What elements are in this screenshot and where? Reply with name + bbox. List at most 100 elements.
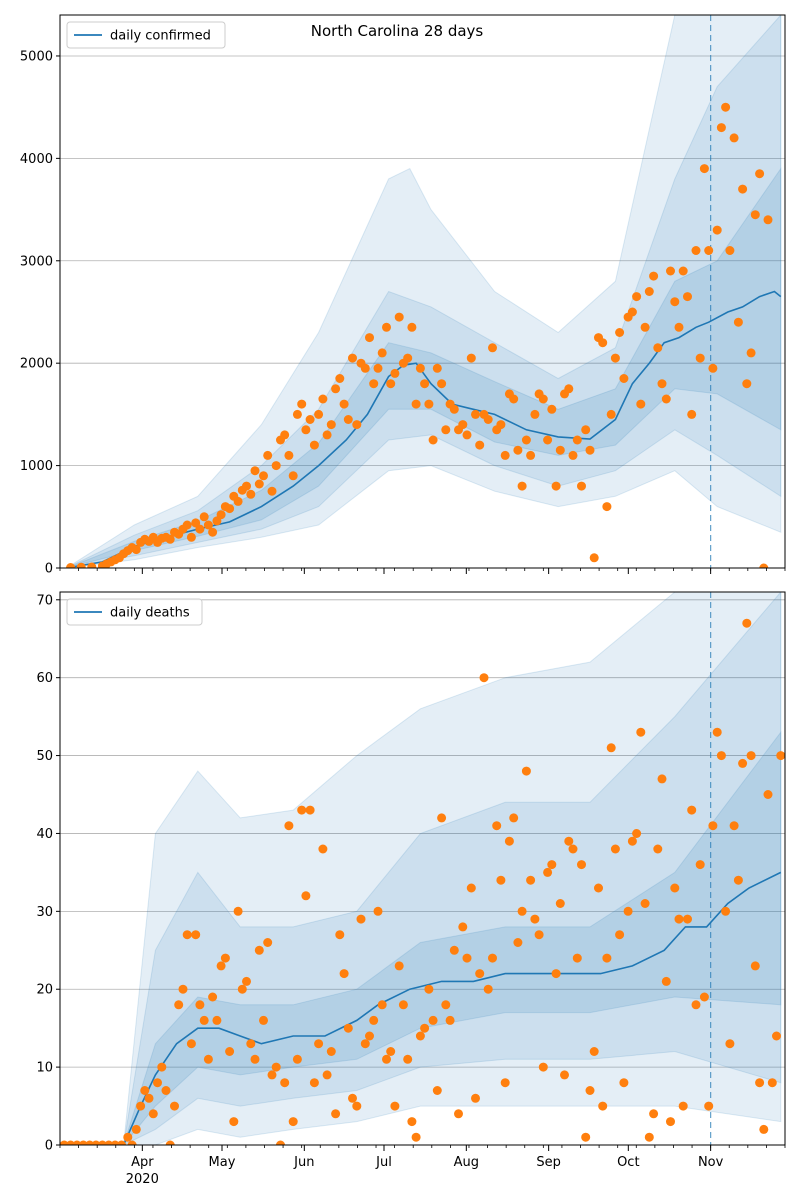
observed-point xyxy=(551,481,561,491)
observed-point xyxy=(305,415,315,424)
observed-point xyxy=(763,790,773,799)
observed-point xyxy=(428,1015,438,1025)
observed-point xyxy=(271,461,281,471)
observed-point xyxy=(636,399,646,409)
observed-point xyxy=(555,445,565,455)
y-tick-label: 60 xyxy=(36,671,53,686)
observed-point xyxy=(492,821,502,831)
observed-point xyxy=(284,450,294,460)
observed-point xyxy=(640,899,650,908)
observed-point xyxy=(66,563,76,568)
observed-point xyxy=(598,1101,608,1111)
observed-point xyxy=(649,1109,659,1119)
observed-point xyxy=(695,860,705,870)
observed-point xyxy=(462,430,472,440)
observed-point xyxy=(657,379,667,389)
observed-point xyxy=(292,409,302,419)
observed-point xyxy=(738,758,748,768)
observed-point xyxy=(229,1117,239,1127)
x-tick-label: Jun xyxy=(293,1155,314,1170)
observed-point xyxy=(297,399,307,409)
observed-point xyxy=(420,1023,430,1033)
observed-point xyxy=(191,930,201,940)
observed-point xyxy=(458,922,468,932)
observed-point xyxy=(403,353,413,363)
observed-point xyxy=(174,1000,184,1010)
band-80pct xyxy=(60,592,782,1145)
observed-point xyxy=(488,953,497,963)
observed-point xyxy=(352,420,362,430)
observed-point xyxy=(615,930,625,940)
observed-point xyxy=(581,1132,591,1142)
observed-point xyxy=(356,914,366,924)
observed-point xyxy=(331,384,341,394)
observed-point xyxy=(742,379,752,389)
y-tick-label: 0 xyxy=(45,562,53,577)
observed-point xyxy=(530,914,540,924)
observed-point xyxy=(687,805,697,815)
observed-point xyxy=(199,512,209,522)
x-tick-label: Sep xyxy=(536,1155,561,1170)
observed-point xyxy=(683,914,692,924)
observed-point xyxy=(725,246,735,255)
observed-point xyxy=(271,1062,281,1072)
observed-point xyxy=(250,1054,260,1064)
observed-point xyxy=(390,368,400,378)
observed-point xyxy=(598,338,608,348)
observed-point xyxy=(343,415,353,424)
observed-point xyxy=(687,409,697,419)
observed-point xyxy=(233,906,243,916)
observed-point xyxy=(623,906,633,916)
observed-point xyxy=(538,1062,548,1072)
observed-point xyxy=(322,430,332,440)
legend-label: daily confirmed xyxy=(110,29,211,44)
confirmed-chart-panel: 0 1000 2000 3000 4000 5000 daily confirmed xyxy=(20,14,786,577)
observed-point xyxy=(725,1039,735,1049)
observed-point xyxy=(644,287,654,296)
observed-point xyxy=(237,984,247,994)
observed-point xyxy=(233,496,243,506)
observed-point xyxy=(767,1078,777,1088)
observed-point xyxy=(509,813,519,823)
observed-point xyxy=(365,1031,374,1041)
observed-point xyxy=(733,317,743,327)
observed-point xyxy=(500,1078,510,1088)
observed-point xyxy=(483,415,493,424)
observed-point xyxy=(280,430,290,440)
observed-point xyxy=(649,271,659,281)
observed-point xyxy=(288,1117,298,1127)
observed-point xyxy=(437,813,447,823)
observed-point xyxy=(225,504,235,514)
observed-point xyxy=(504,836,514,846)
observed-point xyxy=(704,1101,714,1111)
observed-point xyxy=(157,1062,167,1072)
observed-point xyxy=(610,353,620,363)
plot-area xyxy=(60,15,785,568)
observed-point xyxy=(259,1015,268,1025)
observed-point xyxy=(581,425,591,435)
observed-point xyxy=(208,992,218,1002)
legend: daily confirmed xyxy=(66,21,226,49)
observed-point xyxy=(288,471,298,481)
observed-point xyxy=(309,440,319,450)
observed-point xyxy=(509,394,519,404)
observed-point xyxy=(466,883,476,893)
observed-point xyxy=(568,844,578,854)
observed-point xyxy=(242,481,251,491)
observed-point xyxy=(674,914,684,924)
observed-point xyxy=(297,805,307,815)
median-line xyxy=(66,290,782,568)
observed-point xyxy=(369,379,379,389)
observed-point xyxy=(131,545,141,555)
observed-point xyxy=(500,450,510,460)
observed-point xyxy=(348,1093,357,1103)
observed-point xyxy=(721,102,731,112)
observed-point xyxy=(250,466,260,476)
observed-point xyxy=(318,394,328,404)
observed-point xyxy=(708,821,718,831)
observed-point xyxy=(657,774,667,784)
observed-point xyxy=(377,348,387,358)
y-tick-label: 30 xyxy=(36,905,53,920)
observed-point xyxy=(314,1039,324,1049)
observed-point xyxy=(407,1117,417,1127)
